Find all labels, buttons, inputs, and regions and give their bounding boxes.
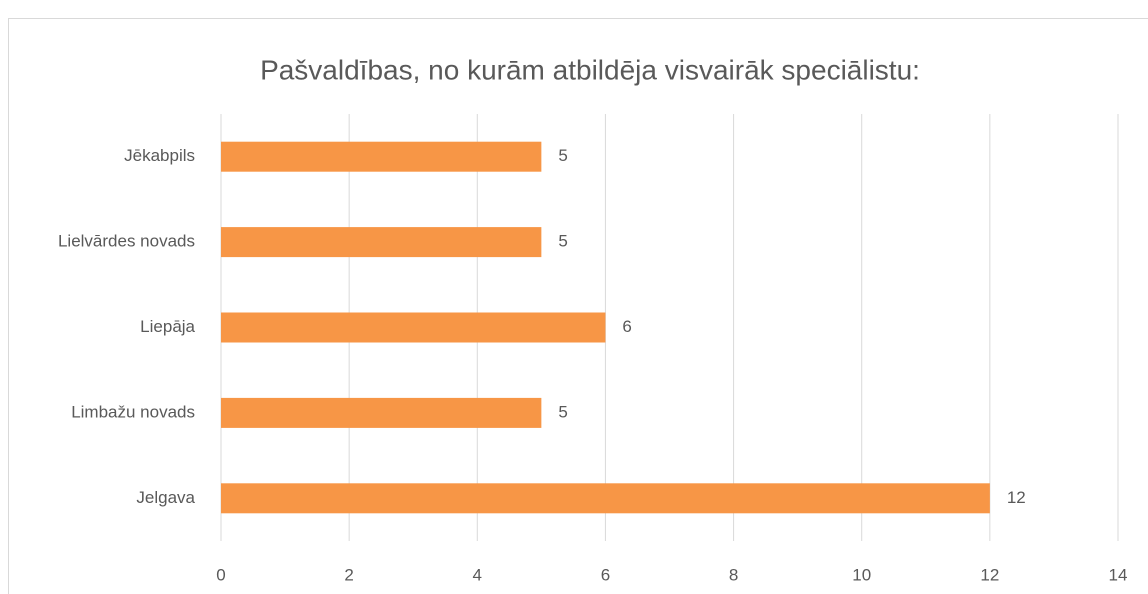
x-tick-label: 10	[852, 565, 871, 584]
data-label: 5	[558, 146, 567, 165]
y-tick-label: Jelgava	[136, 488, 195, 507]
bar	[221, 227, 542, 258]
x-tick-label: 14	[1109, 565, 1128, 584]
y-tick-label: Limbažu novads	[71, 402, 195, 421]
bar	[221, 483, 990, 514]
bar	[221, 141, 542, 172]
x-tick-label: 4	[473, 565, 482, 584]
data-label: 6	[622, 317, 631, 336]
bar	[221, 312, 606, 343]
y-tick-label: Liepāja	[140, 317, 195, 336]
data-label: 5	[558, 402, 567, 421]
y-tick-label: Jēkabpils	[124, 146, 195, 165]
data-label: 12	[1007, 488, 1026, 507]
data-label: 5	[558, 232, 567, 251]
x-tick-label: 0	[216, 565, 225, 584]
y-tick-label: Lielvārdes novads	[58, 232, 195, 251]
x-tick-label: 6	[601, 565, 610, 584]
x-tick-label: 12	[980, 565, 999, 584]
x-tick-label: 8	[729, 565, 738, 584]
chart-title: Pašvaldības, no kurām atbildēja visvairā…	[260, 54, 920, 85]
x-tick-label: 2	[344, 565, 353, 584]
bar	[221, 397, 542, 428]
